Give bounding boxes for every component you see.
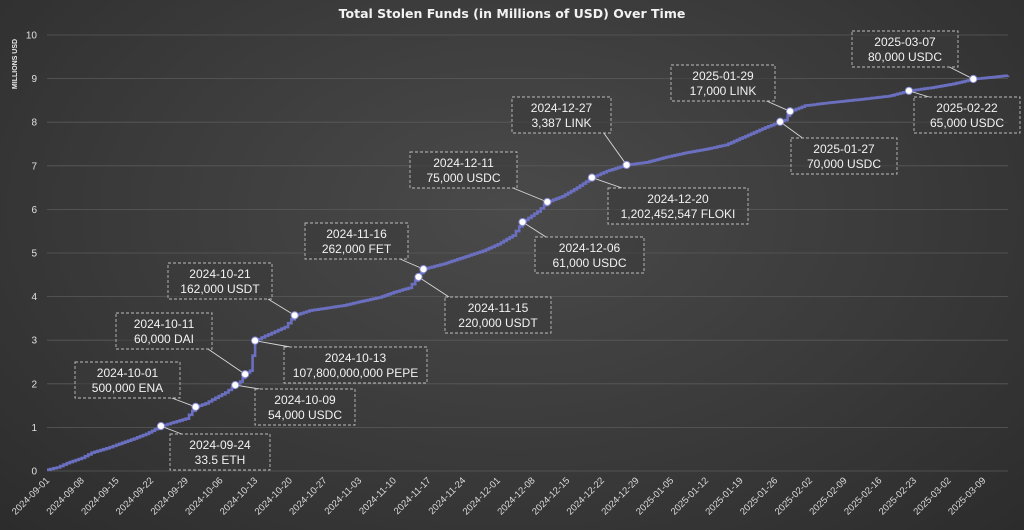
annotation-leader [766,100,791,112]
annotation-amount: 61,000 USDC [552,256,626,270]
annotation-box [607,187,749,225]
annotation-amount: 500,000 ENA [92,381,163,395]
y-tick-label: 0 [31,467,37,478]
annotation-box [444,296,552,334]
annotation-box [167,262,273,300]
annotation-amount: 1,202,452,547 FLOKI [621,207,736,221]
annotation-amount: 107,800,000,000 PEPE [293,366,418,380]
annotation-leader [235,384,260,390]
annotation-date: 2024-11-15 [468,301,529,315]
annotation-box [74,361,181,399]
incident-marker [587,173,596,182]
incident-marker [156,421,166,431]
annotation-leader [171,397,196,408]
y-tick-label: 10 [26,31,38,42]
y-tick-label: 7 [31,161,37,172]
x-tick-labels: 2024-09-012024-09-082024-09-152024-09-22… [10,475,988,517]
annotation-box [534,236,645,274]
annotation-leader [603,132,627,166]
annotation-date: 2025-01-29 [692,69,754,83]
y-axis-label: MILLIONS USD [12,39,19,89]
incident-marker [622,160,631,170]
annotation-leader [207,348,246,375]
annotation-amount: 54,000 USDC [268,408,342,422]
incident-marker [414,272,423,282]
annotation-leader [267,298,295,316]
annotation-box [790,137,898,175]
annotation-leader [399,258,424,270]
incident-marker [785,107,795,116]
incident-marker [969,74,978,84]
annotation-box [409,151,518,189]
annotation-date: 2024-12-06 [559,241,621,255]
y-tick-label: 6 [31,205,37,216]
y-tick-label: 1 [31,423,37,434]
annotation-leader [779,121,803,139]
incident-marker [241,370,250,379]
annotation-amount: 17,000 LINK [690,84,757,98]
annotation-amount: 162,000 USDT [180,282,260,296]
chart-title: Total Stolen Funds (in Millions of USD) … [339,6,686,21]
annotation-box [670,64,776,102]
incident-marker [518,217,527,227]
y-tick-label: 3 [31,336,37,347]
annotation-box [511,96,612,134]
annotation-amount: 70,000 USDC [807,157,881,171]
annotation-box [913,96,1021,134]
annotation-amount: 3,387 LINK [531,116,591,130]
annotation-box [254,388,356,426]
annotation-date: 2024-09-24 [189,438,251,452]
annotation-leader [522,221,547,238]
cumulative-funds-line [47,74,1010,471]
y-tick-label: 2 [31,379,37,390]
annotation-amount: 80,000 USDC [868,50,942,64]
incident-marker [250,336,260,345]
annotation-date: 2025-01-27 [813,142,875,156]
incident-marker [776,117,785,126]
annotation-leader [512,187,548,203]
annotation-date: 2024-10-13 [325,351,387,365]
annotation-date: 2024-10-09 [274,393,336,407]
annotation-date: 2024-11-16 [326,227,387,241]
annotation-leader [254,340,291,348]
incident-marker [231,381,240,390]
y-tick-label: 5 [31,249,37,260]
annotation-amount: 220,000 USDT [458,316,538,330]
annotation-box [283,346,428,384]
series-layer [47,74,1010,471]
annotation-date: 2025-02-22 [936,101,998,115]
annotation-date: 2024-12-27 [531,101,593,115]
annotation-amount: 75,000 USDC [426,171,500,185]
incident-marker [191,402,200,412]
incident-marker [419,265,428,274]
annotation-date: 2024-12-20 [647,192,709,206]
annotation-box [304,222,409,260]
incident-marker [543,197,552,207]
annotation-date: 2025-03-07 [874,35,936,49]
annotation-box [169,433,271,471]
annotation-leader [418,276,450,298]
y-tick-labels: 0 1 2 3 4 5 6 7 8 9 10 [26,31,38,478]
x-tick-label: 2025-03-09 [946,475,988,517]
annotation-leader [591,177,623,189]
annotation-amount: 33.5 ETH [195,453,246,467]
annotation-amount: 262,000 FET [322,242,392,256]
annotation-date: 2024-10-11 [134,317,195,331]
annotation-date: 2024-12-11 [433,156,494,170]
annotation-date: 2024-10-01 [97,366,159,380]
annotation-leader [949,66,974,80]
annotation-box [851,30,959,68]
incident-marker [904,86,914,95]
annotation-amount: 65,000 USDC [930,116,1004,130]
y-tick-label: 4 [31,292,37,303]
y-tick-label: 8 [31,118,37,129]
incident-marker [290,311,299,320]
annotation-amount: 60,000 DAI [134,332,194,346]
y-tick-label: 9 [31,74,37,85]
annotation-date: 2024-10-21 [189,267,251,281]
annotation-box [115,312,213,350]
